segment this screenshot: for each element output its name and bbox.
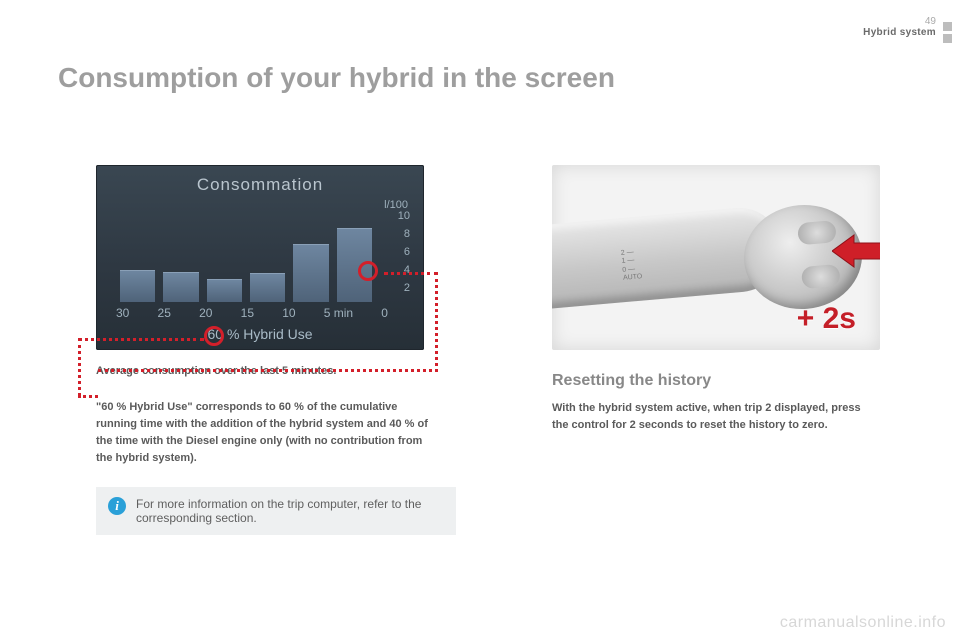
x-tick: 5 min xyxy=(324,306,353,320)
callout-line xyxy=(98,369,438,372)
side-indicator xyxy=(943,22,952,43)
x-tick: 10 xyxy=(282,306,295,320)
bar xyxy=(120,270,155,302)
info-text: For more information on the trip compute… xyxy=(136,497,442,525)
x-tick: 20 xyxy=(199,306,212,320)
caption-hybrid-use-explain: "60 % Hybrid Use" corresponds to 60 % of… xyxy=(96,399,436,467)
callout-circle-icon xyxy=(358,261,378,281)
bar xyxy=(163,272,198,302)
header: 49 Hybrid system xyxy=(863,16,936,38)
x-axis-ticks: 30 25 20 15 10 5 min 0 xyxy=(116,306,388,320)
callout-line xyxy=(78,395,98,398)
bar xyxy=(293,244,328,302)
dial-marks: 2 —1 —0 —AUTO xyxy=(621,248,643,283)
page-title: Consumption of your hybrid in the screen xyxy=(58,62,615,94)
section-name: Hybrid system xyxy=(863,27,936,38)
info-icon: i xyxy=(108,497,126,515)
hybrid-use-text: % Hybrid Use xyxy=(227,326,313,342)
consumption-chart: Consommation l/100 10 8 6 4 2 30 25 20 1… xyxy=(96,165,424,350)
y-tick: 10 xyxy=(398,211,410,229)
bar xyxy=(250,273,285,302)
bars-group xyxy=(120,207,372,302)
callout-line xyxy=(78,338,81,396)
x-tick: 0 xyxy=(381,306,388,320)
x-tick: 15 xyxy=(241,306,254,320)
reset-history-heading: Resetting the history xyxy=(552,372,907,390)
y-tick: 8 xyxy=(398,229,410,247)
page-number: 49 xyxy=(863,16,936,27)
stalk-button xyxy=(797,220,837,245)
callout-line xyxy=(384,272,438,275)
callout-line xyxy=(435,272,438,372)
callout-circle-icon xyxy=(204,326,224,346)
left-column: Consommation l/100 10 8 6 4 2 30 25 20 1… xyxy=(90,165,480,535)
y-axis-ticks: 10 8 6 4 2 xyxy=(398,211,410,301)
watermark: carmanualsonline.info xyxy=(780,614,946,632)
chart-title: Consommation xyxy=(96,175,424,195)
reset-history-body: With the hybrid system active, when trip… xyxy=(552,400,872,434)
info-box: i For more information on the trip compu… xyxy=(96,487,456,535)
press-duration-overlay: + 2s xyxy=(797,302,856,336)
y-tick: 2 xyxy=(398,283,410,301)
y-tick: 6 xyxy=(398,247,410,265)
callout-line xyxy=(78,338,204,341)
press-arrow-icon xyxy=(832,231,880,271)
x-tick: 25 xyxy=(158,306,171,320)
x-tick: 30 xyxy=(116,306,129,320)
right-column: 2 —1 —0 —AUTO + 2s Resetting the history… xyxy=(552,165,907,434)
bar xyxy=(207,279,242,302)
control-stalk-illustration: 2 —1 —0 —AUTO + 2s xyxy=(552,165,880,350)
